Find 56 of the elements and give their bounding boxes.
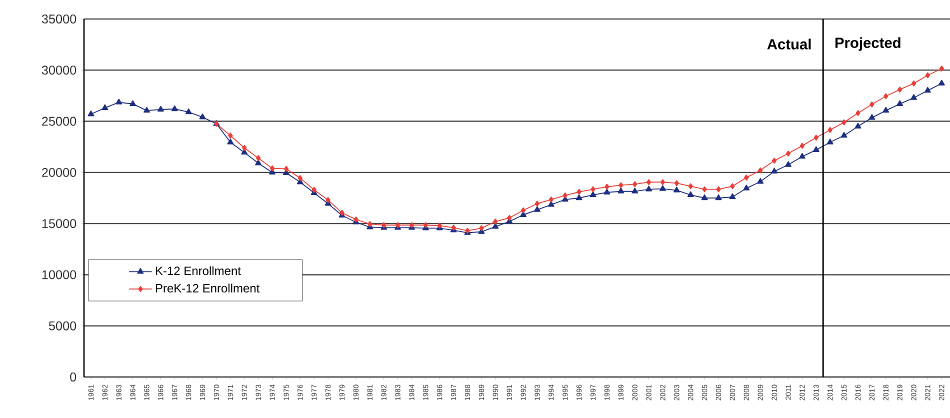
legend-label: K-12 Enrollment <box>156 266 241 276</box>
point <box>548 196 554 203</box>
point <box>326 197 330 204</box>
point <box>590 186 596 192</box>
point <box>772 158 777 164</box>
point <box>270 165 275 172</box>
point <box>758 167 763 174</box>
point <box>354 216 358 222</box>
point <box>674 180 680 186</box>
point <box>284 166 289 172</box>
point <box>646 179 652 186</box>
point <box>576 188 582 195</box>
point <box>534 200 540 207</box>
point <box>925 72 930 78</box>
point <box>730 183 735 190</box>
point <box>242 144 247 151</box>
point <box>856 110 860 116</box>
point <box>604 184 610 190</box>
point <box>506 214 512 221</box>
y-tick-label: 35000 <box>42 14 76 24</box>
point <box>298 175 303 182</box>
y-tick-label: 0 <box>70 372 76 382</box>
point <box>911 80 916 86</box>
point <box>562 192 568 198</box>
point <box>228 132 233 139</box>
point <box>828 126 832 133</box>
y-tick-label: 5000 <box>48 321 76 330</box>
point <box>800 142 805 149</box>
legend-label: PreK-12 Enrollment <box>156 284 260 292</box>
y-tick-label: 10000 <box>42 270 76 280</box>
y-tick-label: 15000 <box>42 219 76 228</box>
point <box>702 186 707 192</box>
annotation: Actual <box>767 38 811 50</box>
point <box>312 186 316 193</box>
point <box>520 207 526 214</box>
point <box>744 174 749 181</box>
point <box>939 66 944 72</box>
point <box>716 186 721 192</box>
point <box>897 86 902 93</box>
point <box>493 218 498 225</box>
point <box>870 101 874 108</box>
y-tick-label: 20000 <box>42 168 76 177</box>
point <box>883 93 888 100</box>
annotation: Projected <box>835 37 900 51</box>
y-tick-label: 25000 <box>42 116 76 126</box>
point <box>660 179 666 186</box>
point <box>842 119 846 126</box>
point <box>688 183 693 190</box>
point <box>632 181 638 188</box>
y-tick-label: 30000 <box>42 66 76 75</box>
point <box>256 155 261 162</box>
point <box>479 225 484 232</box>
point <box>423 222 428 228</box>
point <box>786 150 791 157</box>
point <box>814 134 819 141</box>
point <box>618 182 624 188</box>
